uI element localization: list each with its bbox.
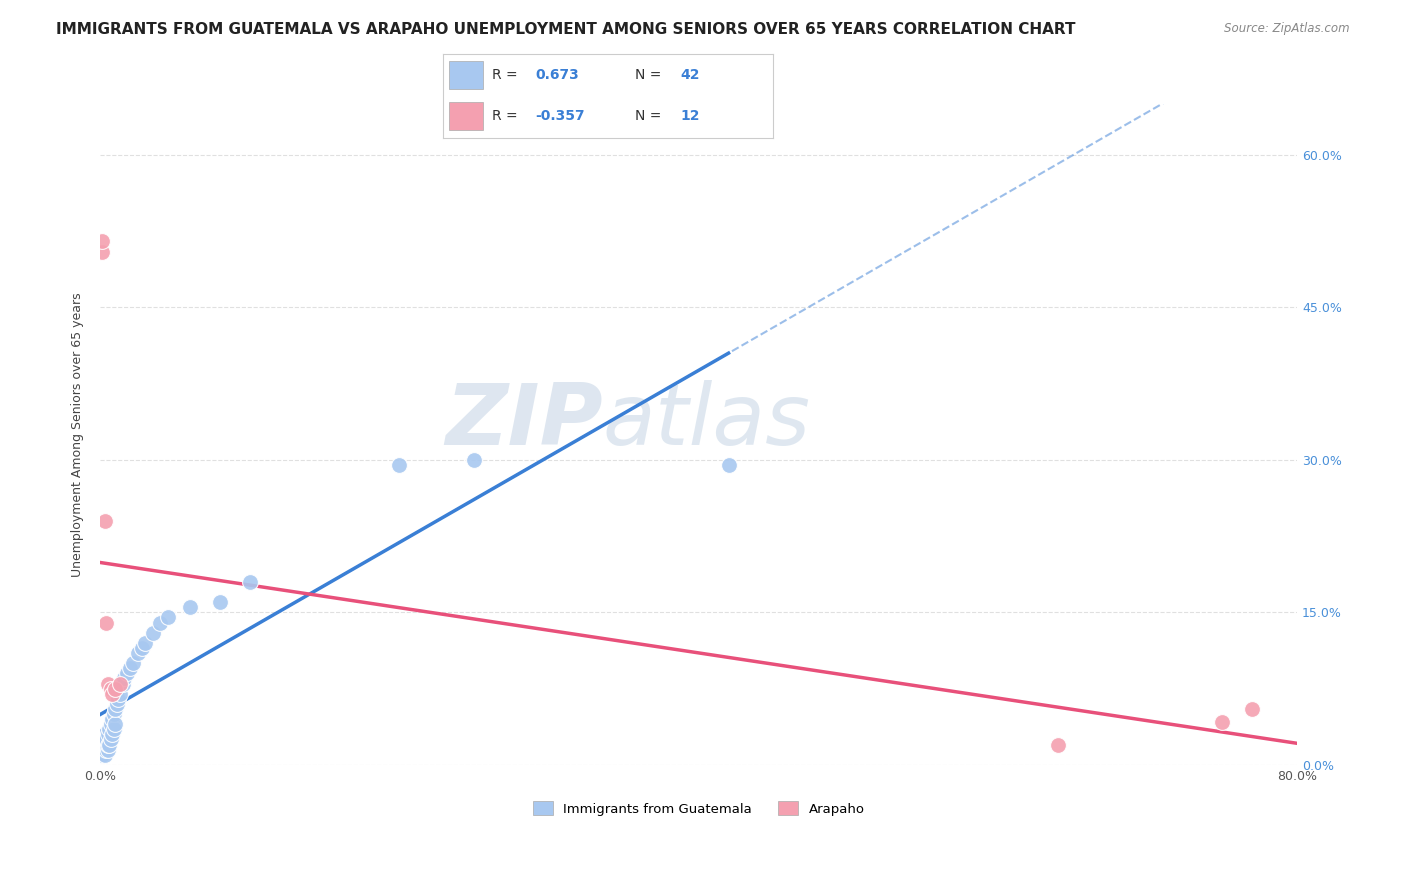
Point: [103, 706, 125, 721]
Point: [91, 742, 114, 756]
Point: [1046, 738, 1069, 752]
Point: [96, 742, 118, 756]
Text: atlas: atlas: [603, 380, 811, 463]
Text: ZIP: ZIP: [446, 380, 603, 463]
Point: [111, 676, 134, 690]
Text: 42: 42: [681, 68, 700, 82]
Point: [1211, 715, 1233, 730]
Point: [98, 738, 121, 752]
Y-axis label: Unemployment Among Seniors over 65 years: Unemployment Among Seniors over 65 years: [72, 293, 84, 577]
Point: [97, 738, 120, 752]
Point: [239, 574, 262, 589]
Point: [388, 458, 411, 472]
Legend: Immigrants from Guatemala, Arapaho: Immigrants from Guatemala, Arapaho: [527, 797, 870, 821]
Point: [104, 702, 127, 716]
Point: [90, 244, 112, 259]
Point: [104, 681, 127, 696]
Bar: [450, 62, 482, 89]
Point: [156, 610, 179, 624]
Point: [100, 717, 122, 731]
Point: [1241, 702, 1264, 716]
Point: [100, 732, 122, 747]
Point: [717, 458, 740, 472]
Point: [149, 615, 172, 630]
Point: [96, 615, 118, 630]
Point: [108, 676, 131, 690]
Text: N =: N =: [634, 68, 661, 82]
Text: Source: ZipAtlas.com: Source: ZipAtlas.com: [1225, 22, 1350, 36]
Text: IMMIGRANTS FROM GUATEMALA VS ARAPAHO UNEMPLOYMENT AMONG SENIORS OVER 65 YEARS CO: IMMIGRANTS FROM GUATEMALA VS ARAPAHO UNE…: [56, 22, 1076, 37]
Point: [122, 656, 145, 670]
Point: [134, 636, 156, 650]
Point: [208, 595, 231, 609]
Point: [131, 640, 153, 655]
Point: [97, 676, 120, 690]
Point: [101, 687, 124, 701]
Text: R =: R =: [492, 109, 517, 123]
Point: [93, 747, 115, 762]
Point: [93, 727, 115, 741]
Point: [90, 235, 112, 249]
Point: [93, 738, 115, 752]
Point: [108, 687, 131, 701]
Point: [120, 661, 142, 675]
Point: [93, 514, 115, 528]
Point: [96, 732, 118, 747]
Point: [115, 666, 138, 681]
Point: [97, 742, 120, 756]
Point: [105, 697, 128, 711]
Point: [107, 691, 129, 706]
Point: [142, 625, 165, 640]
Text: R =: R =: [492, 68, 517, 82]
Point: [101, 727, 124, 741]
Point: [103, 723, 125, 737]
Text: 12: 12: [681, 109, 700, 123]
Point: [90, 747, 112, 762]
Point: [104, 717, 127, 731]
Text: 0.673: 0.673: [536, 68, 579, 82]
Bar: [450, 102, 482, 130]
Point: [463, 453, 485, 467]
Point: [112, 672, 135, 686]
Point: [179, 600, 201, 615]
Text: N =: N =: [634, 109, 661, 123]
Point: [90, 738, 112, 752]
Point: [98, 723, 121, 737]
Text: -0.357: -0.357: [536, 109, 585, 123]
Point: [100, 681, 122, 696]
Point: [101, 712, 124, 726]
Point: [97, 727, 120, 741]
Point: [91, 732, 114, 747]
Point: [127, 646, 149, 660]
